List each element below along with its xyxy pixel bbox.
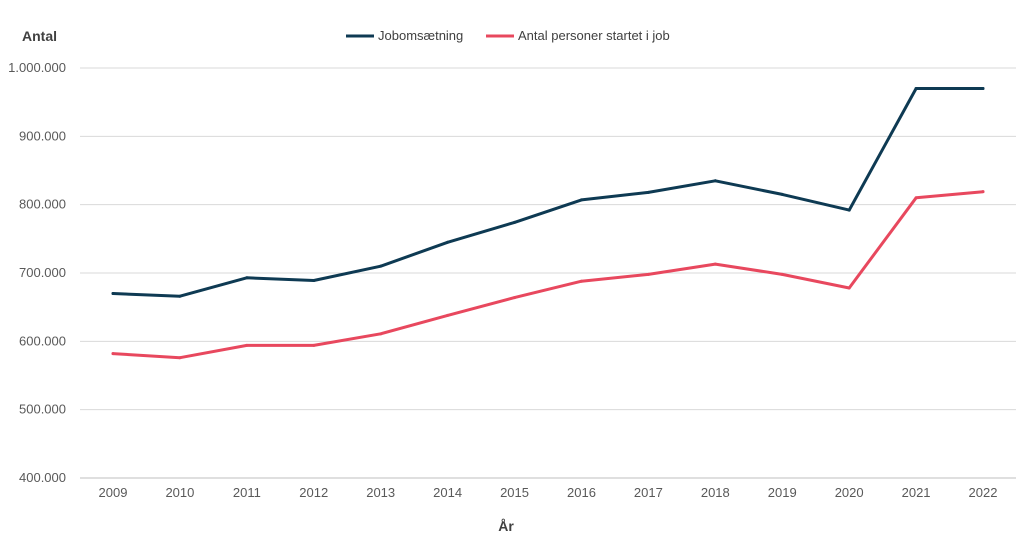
data-point bbox=[780, 272, 784, 276]
y-tick-label: 500.000 bbox=[19, 402, 66, 417]
data-point bbox=[312, 343, 316, 347]
data-point bbox=[847, 286, 851, 290]
x-tick-label: 2015 bbox=[500, 485, 529, 500]
x-tick-label: 2022 bbox=[969, 485, 998, 500]
x-tick-label: 2017 bbox=[634, 485, 663, 500]
data-point bbox=[981, 87, 985, 90]
data-point bbox=[914, 87, 918, 90]
x-tick-label: 2018 bbox=[701, 485, 730, 500]
legend: Jobomsætning Antal personer startet i job bbox=[346, 28, 670, 43]
legend-label-1: Antal personer startet i job bbox=[518, 28, 670, 43]
legend-label-0: Jobomsætning bbox=[378, 28, 463, 43]
data-point bbox=[579, 198, 583, 202]
y-tick-label: 900.000 bbox=[19, 128, 66, 143]
grid-lines bbox=[80, 67, 1016, 479]
x-tick-label: 2014 bbox=[433, 485, 462, 500]
data-point bbox=[780, 192, 784, 196]
data-point bbox=[646, 190, 650, 194]
data-point bbox=[847, 208, 851, 212]
data-point bbox=[379, 332, 383, 336]
x-axis-ticks: 2009 2010 2011 2012 2013 2014 2015 2016 2017 2018… bbox=[99, 485, 998, 500]
data-point bbox=[245, 276, 249, 280]
x-tick-label: 2016 bbox=[567, 485, 596, 500]
y-tick-label: 700.000 bbox=[19, 265, 66, 280]
y-tick-label: 1.000.000 bbox=[8, 60, 66, 75]
x-tick-label: 2013 bbox=[366, 485, 395, 500]
data-point bbox=[513, 220, 517, 224]
x-tick-label: 2019 bbox=[768, 485, 797, 500]
y-tick-label: 800.000 bbox=[19, 197, 66, 212]
x-tick-label: 2011 bbox=[233, 485, 261, 500]
data-point bbox=[111, 352, 115, 356]
series-line-0 bbox=[111, 87, 985, 298]
data-point bbox=[981, 190, 985, 194]
series-lines bbox=[111, 87, 985, 360]
y-axis-title: Antal bbox=[22, 28, 57, 44]
y-tick-label: 400.000 bbox=[19, 470, 66, 485]
data-point bbox=[579, 279, 583, 283]
y-axis-ticks: 400.000 500.000 600.000 700.000 800.000 900.0… bbox=[8, 60, 66, 485]
data-point bbox=[713, 262, 717, 266]
data-point bbox=[178, 294, 182, 298]
data-point bbox=[379, 264, 383, 268]
x-axis-title: År bbox=[498, 518, 514, 534]
data-point bbox=[312, 279, 316, 283]
data-point bbox=[446, 240, 450, 244]
x-tick-label: 2012 bbox=[299, 485, 328, 500]
data-point bbox=[713, 179, 717, 183]
data-point bbox=[111, 292, 115, 295]
data-point bbox=[513, 296, 517, 300]
y-tick-label: 600.000 bbox=[19, 333, 66, 348]
x-tick-label: 2009 bbox=[99, 485, 128, 500]
x-tick-label: 2021 bbox=[902, 485, 931, 500]
data-point bbox=[245, 343, 249, 347]
data-point bbox=[646, 272, 650, 276]
series-line-1 bbox=[111, 190, 985, 360]
data-point bbox=[446, 313, 450, 317]
data-point bbox=[914, 196, 918, 200]
x-tick-label: 2010 bbox=[165, 485, 194, 500]
x-tick-label: 2020 bbox=[835, 485, 864, 500]
data-point bbox=[178, 356, 182, 360]
